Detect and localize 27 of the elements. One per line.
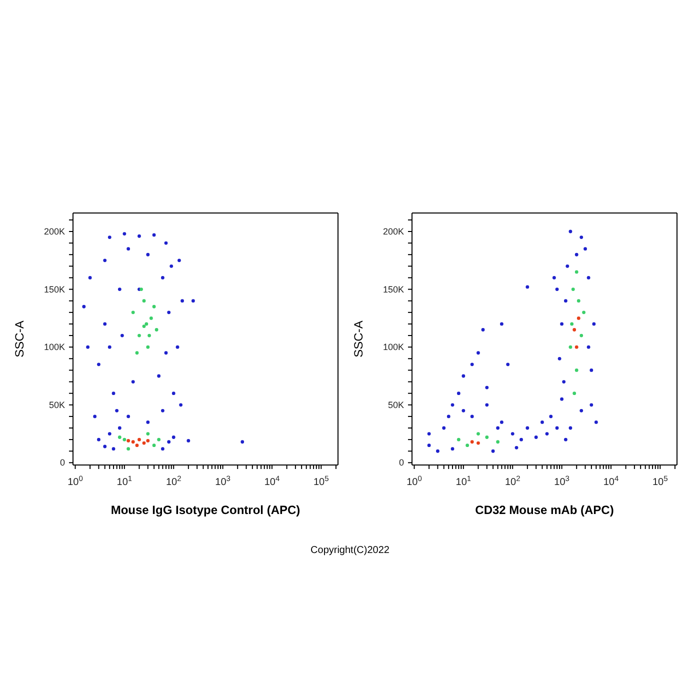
x-axis-title: Mouse IgG Isotype Control (APC) [110, 503, 302, 517]
y-axis-title: SSC-A [12, 320, 26, 358]
y-tick-label: 100K [382, 342, 404, 352]
y-tick-label: 100K [44, 342, 65, 352]
x-tick-label: 10$^{3}$ [215, 474, 230, 488]
x-tick-label: 10$^{0}$ [406, 474, 422, 488]
y-tick-label: 0 [60, 458, 65, 468]
x-tick-label: 10$^{4}$ [264, 474, 280, 488]
y-tick-label: 0 [398, 458, 404, 468]
y-tick-label: 150K [382, 284, 404, 294]
y-tick-label: 50K [48, 400, 65, 410]
x-tick-label: 10$^{5}$ [314, 474, 329, 488]
x-tick-label: 10$^{2}$ [504, 474, 520, 488]
text: Copyright(C)2022 [310, 545, 390, 556]
x-axis-title: CD32 Mouse mAb (APC) [474, 503, 615, 517]
x-tick-label: 10$^{0}$ [68, 474, 83, 488]
x-tick-label: 10$^{3}$ [554, 474, 570, 488]
x-tick-label: 10$^{2}$ [166, 474, 182, 488]
y-tick-label: 200K [382, 226, 404, 236]
y-tick-label: 200K [44, 226, 65, 236]
x-tick-label: 10$^{4}$ [603, 474, 619, 488]
x-tick-label: 10$^{1}$ [456, 474, 472, 488]
y-tick-label: 150K [44, 284, 65, 294]
y-axis-title: SSC-A [351, 320, 366, 358]
x-tick-label: 10$^{5}$ [652, 474, 668, 488]
x-tick-label: 10$^{1}$ [116, 474, 132, 488]
y-tick-label: 50K [388, 400, 404, 410]
